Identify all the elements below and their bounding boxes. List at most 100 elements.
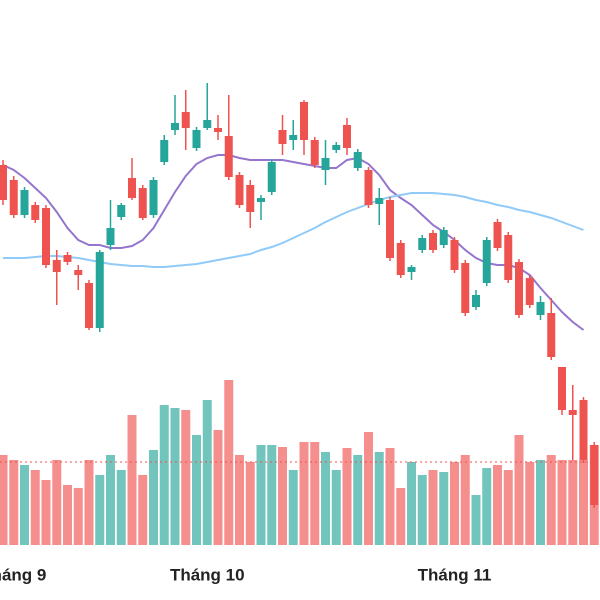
candle-body — [482, 240, 491, 283]
volume-bar — [546, 455, 556, 545]
volume-bar — [106, 455, 115, 545]
candle-body — [579, 400, 588, 460]
volume-bar — [138, 475, 148, 545]
volume-bar — [482, 468, 492, 545]
volume-bar — [0, 455, 8, 545]
volume-bar — [396, 488, 406, 545]
volume-bar — [202, 400, 212, 545]
volume-bar — [450, 462, 459, 545]
volume-bar — [170, 408, 180, 545]
volume-bar — [536, 460, 545, 545]
volume-bar — [278, 447, 287, 545]
volume-bar — [439, 472, 449, 545]
volume-bar — [503, 470, 513, 545]
candle-body — [343, 125, 351, 148]
volume-bar — [417, 475, 427, 545]
candle-body — [386, 200, 394, 258]
candle-body — [321, 158, 330, 170]
volume-bar — [213, 430, 223, 545]
volume-bar — [52, 460, 62, 545]
candle-body — [42, 208, 50, 265]
volume-bar — [41, 480, 51, 545]
volume-bar — [321, 452, 330, 545]
candle-body — [300, 102, 308, 140]
candle-body — [246, 185, 255, 212]
volume-bar — [310, 442, 320, 545]
candle-body — [407, 267, 416, 272]
candle-body — [138, 188, 147, 218]
candle-body — [364, 170, 373, 205]
volume-bar — [493, 465, 502, 545]
candle-body — [450, 240, 459, 270]
volume-bar — [407, 462, 416, 545]
volume-bar — [159, 405, 169, 545]
candle-body — [558, 367, 566, 410]
volume-bar — [428, 470, 438, 545]
volume-bar — [557, 460, 567, 545]
candle-body — [547, 313, 556, 357]
candle-body — [214, 128, 222, 132]
volume-bar — [256, 445, 266, 545]
candle-body — [235, 175, 244, 205]
candle-body — [289, 135, 298, 140]
candle-body — [590, 445, 599, 505]
volume-bar — [149, 450, 158, 545]
volume-bar — [30, 470, 40, 545]
candle-body — [396, 243, 405, 275]
volume-bar — [73, 488, 83, 545]
candle-body — [95, 252, 104, 328]
x-tick-label: Tháng 11 — [418, 565, 492, 584]
candle-body — [472, 295, 480, 307]
volume-bar — [20, 465, 29, 545]
volume-bar — [331, 470, 341, 545]
volume-bar — [95, 475, 105, 545]
candle-body — [20, 190, 29, 215]
candle-body — [267, 162, 276, 192]
candle-body — [106, 228, 115, 245]
candle-body — [332, 145, 341, 150]
candle-body — [9, 180, 18, 215]
candle-body — [461, 263, 470, 313]
volume-bar — [299, 442, 309, 545]
volume-bar — [579, 460, 588, 545]
candle-body — [171, 123, 179, 130]
volume-bar — [245, 462, 255, 545]
volume-bar — [525, 462, 535, 545]
volume-bar — [9, 460, 19, 545]
volume-bar — [116, 470, 126, 545]
volume-bar — [364, 432, 373, 545]
volume-bar — [235, 455, 244, 545]
candle-body — [493, 222, 502, 248]
candle-body — [181, 112, 190, 128]
candle-body — [515, 262, 523, 315]
candle-body — [536, 302, 545, 315]
volume-bar — [63, 485, 72, 545]
volume-bar — [267, 445, 277, 545]
x-tick-label: Tháng 9 — [0, 565, 46, 584]
volume-bar — [84, 460, 94, 545]
candle-body — [160, 140, 169, 162]
volume-bar — [385, 448, 395, 545]
volume-bar — [181, 410, 191, 545]
volume-bar — [288, 470, 298, 545]
candle-body — [418, 238, 427, 250]
candle-body — [85, 283, 93, 328]
candle-body — [525, 278, 534, 305]
volume-bar — [568, 460, 578, 545]
candle-body — [278, 130, 287, 144]
candle-body — [568, 410, 577, 415]
volume-bar — [127, 415, 137, 545]
x-tick-label: Tháng 10 — [170, 565, 245, 584]
candle-body — [504, 235, 513, 280]
volume-bar — [353, 455, 363, 545]
candle-body — [31, 205, 40, 220]
candle-body — [429, 233, 437, 250]
candle-body — [128, 178, 136, 198]
volume-bar — [460, 455, 470, 545]
candle-body — [353, 152, 362, 168]
volume-bar — [374, 452, 384, 545]
candle-body — [0, 165, 7, 200]
volume-bar — [342, 448, 352, 545]
candle-body — [149, 180, 158, 215]
candle-body — [257, 198, 265, 202]
